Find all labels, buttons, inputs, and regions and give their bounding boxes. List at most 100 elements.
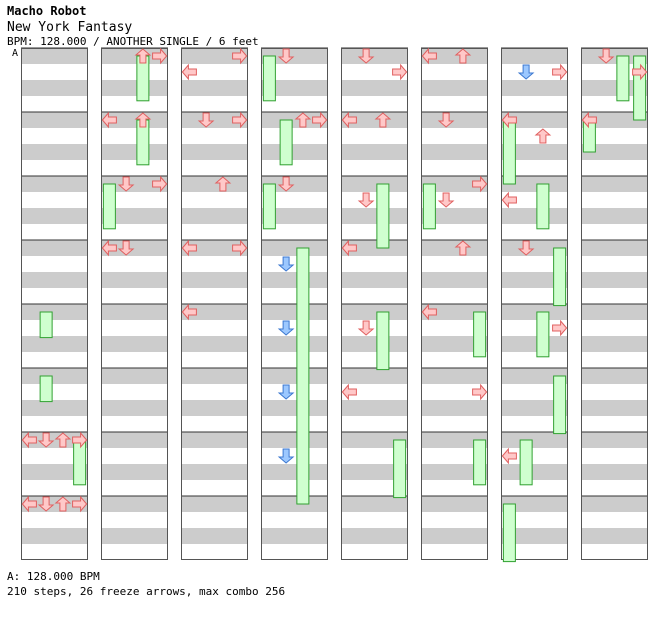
beat-stripe bbox=[261, 512, 328, 528]
beat-stripe bbox=[581, 208, 648, 224]
beat-stripe bbox=[181, 144, 248, 160]
footer-stats: 210 steps, 26 freeze arrows, max combo 2… bbox=[7, 585, 286, 598]
song-title: New York Fantasy bbox=[7, 20, 133, 35]
beat-stripe bbox=[181, 48, 248, 64]
step-arrow bbox=[517, 64, 535, 80]
beat-stripe bbox=[181, 80, 248, 96]
step-arrow bbox=[152, 47, 168, 65]
beat-stripe bbox=[261, 416, 328, 432]
chart-column bbox=[101, 47, 168, 560]
step-arrow bbox=[277, 176, 295, 192]
step-arrow bbox=[72, 431, 88, 449]
beat-stripe bbox=[581, 320, 648, 336]
beat-stripe bbox=[341, 384, 408, 400]
beat-stripe bbox=[501, 224, 568, 240]
step-arrow bbox=[181, 303, 197, 321]
beat-stripe bbox=[581, 336, 648, 352]
beat-stripe bbox=[261, 64, 328, 80]
beat-stripe bbox=[261, 448, 328, 464]
beat-stripe bbox=[581, 224, 648, 240]
freeze-arrow bbox=[536, 311, 550, 358]
freeze-arrow bbox=[39, 311, 53, 339]
step-arrow bbox=[277, 384, 295, 400]
beat-stripe bbox=[581, 288, 648, 304]
step-arrow bbox=[357, 192, 375, 208]
beat-stripe bbox=[181, 208, 248, 224]
freeze-arrow bbox=[422, 183, 436, 230]
beat-stripe bbox=[421, 160, 488, 176]
beat-stripe bbox=[501, 432, 568, 448]
beat-stripe bbox=[101, 496, 168, 512]
beat-stripe bbox=[21, 224, 88, 240]
freeze-arrow bbox=[502, 119, 516, 185]
beat-stripe bbox=[581, 112, 648, 128]
beat-stripe bbox=[581, 512, 648, 528]
beat-stripe bbox=[101, 384, 168, 400]
beat-stripe bbox=[501, 480, 568, 496]
beat-stripe bbox=[341, 496, 408, 512]
beat-stripe bbox=[501, 448, 568, 464]
beat-stripe bbox=[421, 496, 488, 512]
beat-stripe bbox=[341, 448, 408, 464]
beat-stripe bbox=[421, 240, 488, 256]
beat-stripe bbox=[341, 176, 408, 192]
step-arrow bbox=[392, 63, 408, 81]
beat-stripe bbox=[21, 480, 88, 496]
beat-stripe bbox=[421, 256, 488, 272]
beat-stripe bbox=[101, 464, 168, 480]
beat-stripe bbox=[341, 352, 408, 368]
freeze-arrow bbox=[73, 439, 87, 486]
column-border bbox=[581, 48, 648, 560]
beat-stripe bbox=[181, 240, 248, 256]
beat-stripe bbox=[501, 96, 568, 112]
beat-stripe bbox=[501, 112, 568, 128]
beat-stripe bbox=[421, 208, 488, 224]
beat-stripe bbox=[501, 80, 568, 96]
beat-stripe bbox=[21, 336, 88, 352]
freeze-arrow bbox=[553, 375, 567, 435]
beat-stripe bbox=[421, 80, 488, 96]
beat-stripe bbox=[501, 288, 568, 304]
beat-stripe bbox=[101, 304, 168, 320]
beat-stripe bbox=[421, 464, 488, 480]
step-arrow bbox=[117, 240, 135, 256]
beat-stripe bbox=[101, 400, 168, 416]
beat-stripe bbox=[181, 448, 248, 464]
freeze-arrow bbox=[536, 183, 550, 230]
beat-stripe bbox=[101, 512, 168, 528]
beat-stripe bbox=[21, 432, 88, 448]
step-chart bbox=[21, 47, 648, 563]
beat-stripe bbox=[21, 544, 88, 560]
beat-stripe bbox=[261, 496, 328, 512]
beat-stripe bbox=[421, 528, 488, 544]
step-arrow bbox=[501, 447, 517, 465]
beat-stripe bbox=[341, 480, 408, 496]
beat-stripe bbox=[581, 192, 648, 208]
beat-stripe bbox=[501, 320, 568, 336]
beat-stripe bbox=[101, 352, 168, 368]
beat-stripe bbox=[341, 256, 408, 272]
beat-stripe bbox=[261, 256, 328, 272]
beat-stripe bbox=[501, 336, 568, 352]
freeze-arrow bbox=[582, 119, 596, 153]
step-arrow bbox=[454, 48, 472, 64]
beat-stripe bbox=[181, 528, 248, 544]
beat-stripe bbox=[181, 512, 248, 528]
beat-stripe bbox=[341, 272, 408, 288]
beat-stripe bbox=[341, 240, 408, 256]
step-arrow bbox=[277, 320, 295, 336]
beat-stripe bbox=[101, 144, 168, 160]
step-arrow bbox=[277, 448, 295, 464]
step-arrow bbox=[632, 63, 648, 81]
beat-stripe bbox=[581, 256, 648, 272]
beat-stripe bbox=[501, 416, 568, 432]
beat-stripe bbox=[21, 96, 88, 112]
beat-stripe bbox=[581, 352, 648, 368]
beat-stripe bbox=[501, 240, 568, 256]
step-arrow bbox=[37, 432, 55, 448]
freeze-arrow bbox=[519, 439, 533, 486]
beat-stripe bbox=[261, 112, 328, 128]
beat-stripe bbox=[261, 144, 328, 160]
beat-stripe bbox=[181, 336, 248, 352]
step-arrow bbox=[341, 111, 357, 129]
